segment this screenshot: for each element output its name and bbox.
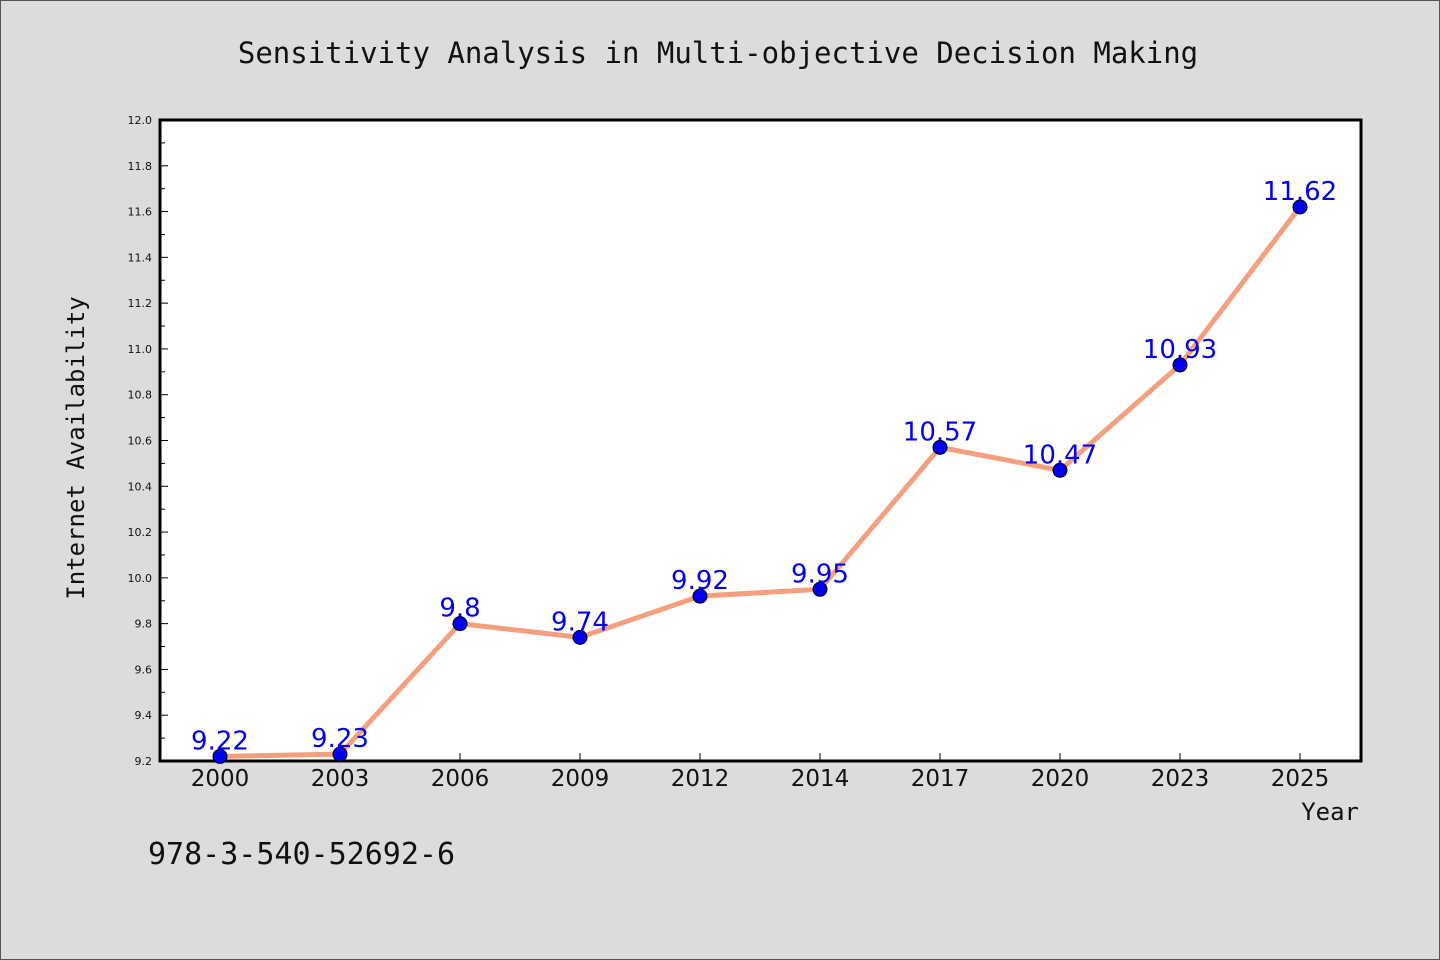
x-tick-label: 2020 (1031, 766, 1090, 792)
y-tick-label: 11.0 (128, 343, 153, 356)
y-axis: 9.2 9.4 9.6 9.8 10.0 10.2 10.4 10.6 10.8 11.0 11.2… (128, 114, 168, 768)
chart-title: Sensitivity Analysis in Multi-objective … (238, 36, 1198, 70)
data-label: 9.8 (439, 594, 480, 624)
data-label: 10.57 (903, 417, 977, 447)
x-tick-label: 2006 (431, 766, 490, 792)
data-label: 9.74 (551, 607, 609, 637)
isbn-text: 978-3-540-52692-6 (148, 837, 455, 872)
x-tick-label: 2017 (911, 766, 970, 792)
x-axis: 2000 2003 2006 2009 2012 2014 2017 2020 2023 2025 (191, 753, 1330, 792)
y-tick-label: 11.4 (128, 251, 153, 264)
x-tick-label: 2014 (791, 766, 850, 792)
data-point (1172, 357, 1188, 373)
series-line-group (219, 205, 1302, 759)
data-label-group: 9.22 9.23 9.8 9.74 9.92 9.95 10.57 10.47 10.93 11… (191, 177, 1337, 756)
y-tick-label: 10.6 (128, 435, 153, 448)
data-label: 9.95 (791, 559, 849, 589)
data-label: 11.62 (1263, 177, 1337, 207)
x-tick-label: 2025 (1271, 766, 1330, 792)
data-point (452, 616, 468, 632)
x-tick-label: 2023 (1151, 766, 1210, 792)
data-label: 10.93 (1143, 335, 1217, 365)
x-tick-label: 2009 (551, 766, 610, 792)
data-point (332, 746, 348, 762)
y-tick-label: 9.2 (135, 755, 153, 768)
y-tick-label: 11.8 (128, 160, 153, 173)
data-point (1292, 199, 1308, 215)
y-tick-label: 10.2 (128, 526, 153, 539)
data-point (212, 748, 228, 764)
data-point (812, 581, 828, 597)
data-point (932, 439, 948, 455)
series-line (219, 205, 1302, 759)
plot-area (158, 118, 1363, 763)
data-point (1052, 462, 1068, 478)
y-tick-label: 9.8 (135, 618, 153, 631)
data-label: 10.47 (1023, 440, 1097, 470)
y-tick-label: 12.0 (128, 114, 153, 127)
x-tick-label: 2000 (191, 766, 250, 792)
y-tick-label: 9.6 (135, 663, 153, 676)
y-tick-label: 9.4 (135, 709, 153, 722)
x-tick-label: 2003 (311, 766, 370, 792)
data-label: 9.23 (311, 724, 369, 754)
y-axis-label: Internet Availability (62, 296, 90, 599)
y-tick-label: 11.2 (128, 297, 153, 310)
x-tick-label: 2012 (671, 766, 730, 792)
y-tick-label: 10.0 (128, 572, 153, 585)
y-tick-label: 10.8 (128, 389, 153, 402)
data-point (572, 629, 588, 645)
y-tick-label: 11.6 (128, 206, 153, 219)
data-point (692, 588, 708, 604)
data-label: 9.22 (191, 726, 249, 756)
data-label: 9.92 (671, 566, 729, 596)
x-axis-label: Year (1301, 798, 1359, 826)
y-tick-label: 10.4 (128, 480, 153, 493)
marker-group (212, 199, 1308, 764)
